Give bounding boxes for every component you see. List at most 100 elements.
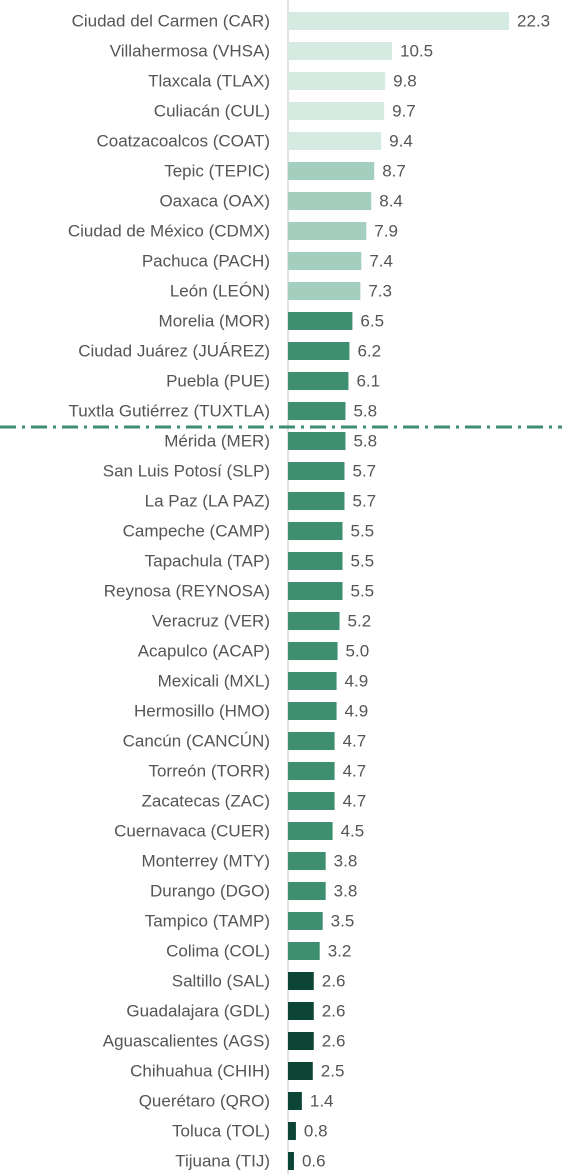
category-label: Saltillo (SAL) xyxy=(172,971,270,990)
category-label: Cuernavaca (CUER) xyxy=(114,821,270,840)
bar xyxy=(288,132,382,150)
bar xyxy=(288,1032,314,1050)
category-label: Tampico (TAMP) xyxy=(145,911,270,930)
value-label: 7.3 xyxy=(368,281,392,300)
category-label: Colima (COL) xyxy=(166,941,270,960)
bar xyxy=(288,192,372,210)
category-label: León (LEÓN) xyxy=(170,281,270,300)
category-label: Monterrey (MTY) xyxy=(142,851,270,870)
value-label: 4.7 xyxy=(343,731,367,750)
bar xyxy=(288,312,353,330)
category-label: Tijuana (TIJ) xyxy=(175,1151,270,1170)
category-label: Campeche (CAMP) xyxy=(123,521,270,540)
value-label: 2.6 xyxy=(322,971,346,990)
bar xyxy=(288,72,386,90)
category-label: Querétaro (QRO) xyxy=(139,1091,270,1110)
category-label: Hermosillo (HMO) xyxy=(134,701,270,720)
value-label: 2.6 xyxy=(322,1031,346,1050)
value-label: 4.7 xyxy=(343,761,367,780)
bar xyxy=(288,822,333,840)
value-label: 6.1 xyxy=(356,371,380,390)
category-label: Culiacán (CUL) xyxy=(154,101,270,120)
category-label: Coatzacoalcos (COAT) xyxy=(96,131,270,150)
value-label: 8.4 xyxy=(379,191,403,210)
bar xyxy=(288,882,326,900)
category-label: Reynosa (REYNOSA) xyxy=(104,581,270,600)
value-label: 5.5 xyxy=(351,521,375,540)
category-label: Zacatecas (ZAC) xyxy=(142,791,270,810)
category-label: Tepic (TEPIC) xyxy=(164,161,270,180)
value-label: 22.3 xyxy=(517,11,550,30)
value-label: 9.4 xyxy=(389,131,413,150)
category-label: Acapulco (ACAP) xyxy=(138,641,270,660)
bar xyxy=(288,12,509,30)
bar xyxy=(288,462,345,480)
value-label: 9.8 xyxy=(393,71,417,90)
category-label: Oaxaca (OAX) xyxy=(159,191,270,210)
category-label: Tapachula (TAP) xyxy=(145,551,270,570)
bar xyxy=(288,222,367,240)
bar xyxy=(288,702,337,720)
bar xyxy=(288,282,361,300)
value-label: 5.5 xyxy=(351,581,375,600)
bar xyxy=(288,972,314,990)
category-label: Torreón (TORR) xyxy=(148,761,270,780)
value-label: 2.5 xyxy=(321,1061,345,1080)
value-label: 6.2 xyxy=(357,341,381,360)
value-label: 3.8 xyxy=(334,851,358,870)
bar xyxy=(288,372,349,390)
bar xyxy=(288,1062,313,1080)
value-label: 8.7 xyxy=(382,161,406,180)
bar xyxy=(288,762,335,780)
value-label: 2.6 xyxy=(322,1001,346,1020)
value-label: 7.9 xyxy=(374,221,398,240)
bar xyxy=(288,522,343,540)
bar xyxy=(288,432,346,450)
bar xyxy=(288,942,320,960)
category-label: Tuxtla Gutiérrez (TUXTLA) xyxy=(68,401,270,420)
category-label: Tlaxcala (TLAX) xyxy=(148,71,270,90)
bar xyxy=(288,162,375,180)
bar xyxy=(288,252,362,270)
value-label: 5.5 xyxy=(351,551,375,570)
value-label: 5.8 xyxy=(353,401,377,420)
value-label: 5.0 xyxy=(346,641,370,660)
bar xyxy=(288,102,385,120)
bar xyxy=(288,1152,294,1170)
category-label: Ciudad del Carmen (CAR) xyxy=(72,11,270,30)
bar xyxy=(288,1092,302,1110)
value-label: 0.8 xyxy=(304,1121,328,1140)
bar xyxy=(288,612,340,630)
category-label: La Paz (LA PAZ) xyxy=(145,491,270,510)
bar xyxy=(288,732,335,750)
category-label: Mexicali (MXL) xyxy=(158,671,270,690)
value-label: 5.2 xyxy=(348,611,372,630)
category-label: Chihuahua (CHIH) xyxy=(130,1061,270,1080)
value-label: 4.9 xyxy=(345,671,369,690)
category-label: Puebla (PUE) xyxy=(166,371,270,390)
category-label: Toluca (TOL) xyxy=(172,1121,270,1140)
bar xyxy=(288,1122,296,1140)
category-label: Durango (DGO) xyxy=(150,881,270,900)
value-label: 4.5 xyxy=(341,821,365,840)
value-label: 1.4 xyxy=(310,1091,334,1110)
category-label: Cancún (CANCÚN) xyxy=(123,731,270,750)
category-label: Mérida (MER) xyxy=(164,431,270,450)
value-label: 5.8 xyxy=(353,431,377,450)
value-label: 4.7 xyxy=(343,791,367,810)
category-label: Veracruz (VER) xyxy=(152,611,270,630)
value-label: 0.6 xyxy=(302,1151,326,1170)
bar xyxy=(288,792,335,810)
category-label: Ciudad de México (CDMX) xyxy=(68,221,270,240)
bar xyxy=(288,912,323,930)
category-label: Ciudad Juárez (JUÁREZ) xyxy=(78,341,270,360)
category-label: Guadalajara (GDL) xyxy=(126,1001,270,1020)
bar xyxy=(288,672,337,690)
category-label: Aguascalientes (AGS) xyxy=(103,1031,270,1050)
category-label: Morelia (MOR) xyxy=(159,311,270,330)
bar xyxy=(288,402,346,420)
value-label: 3.5 xyxy=(331,911,355,930)
value-label: 3.2 xyxy=(328,941,352,960)
value-label: 9.7 xyxy=(392,101,416,120)
